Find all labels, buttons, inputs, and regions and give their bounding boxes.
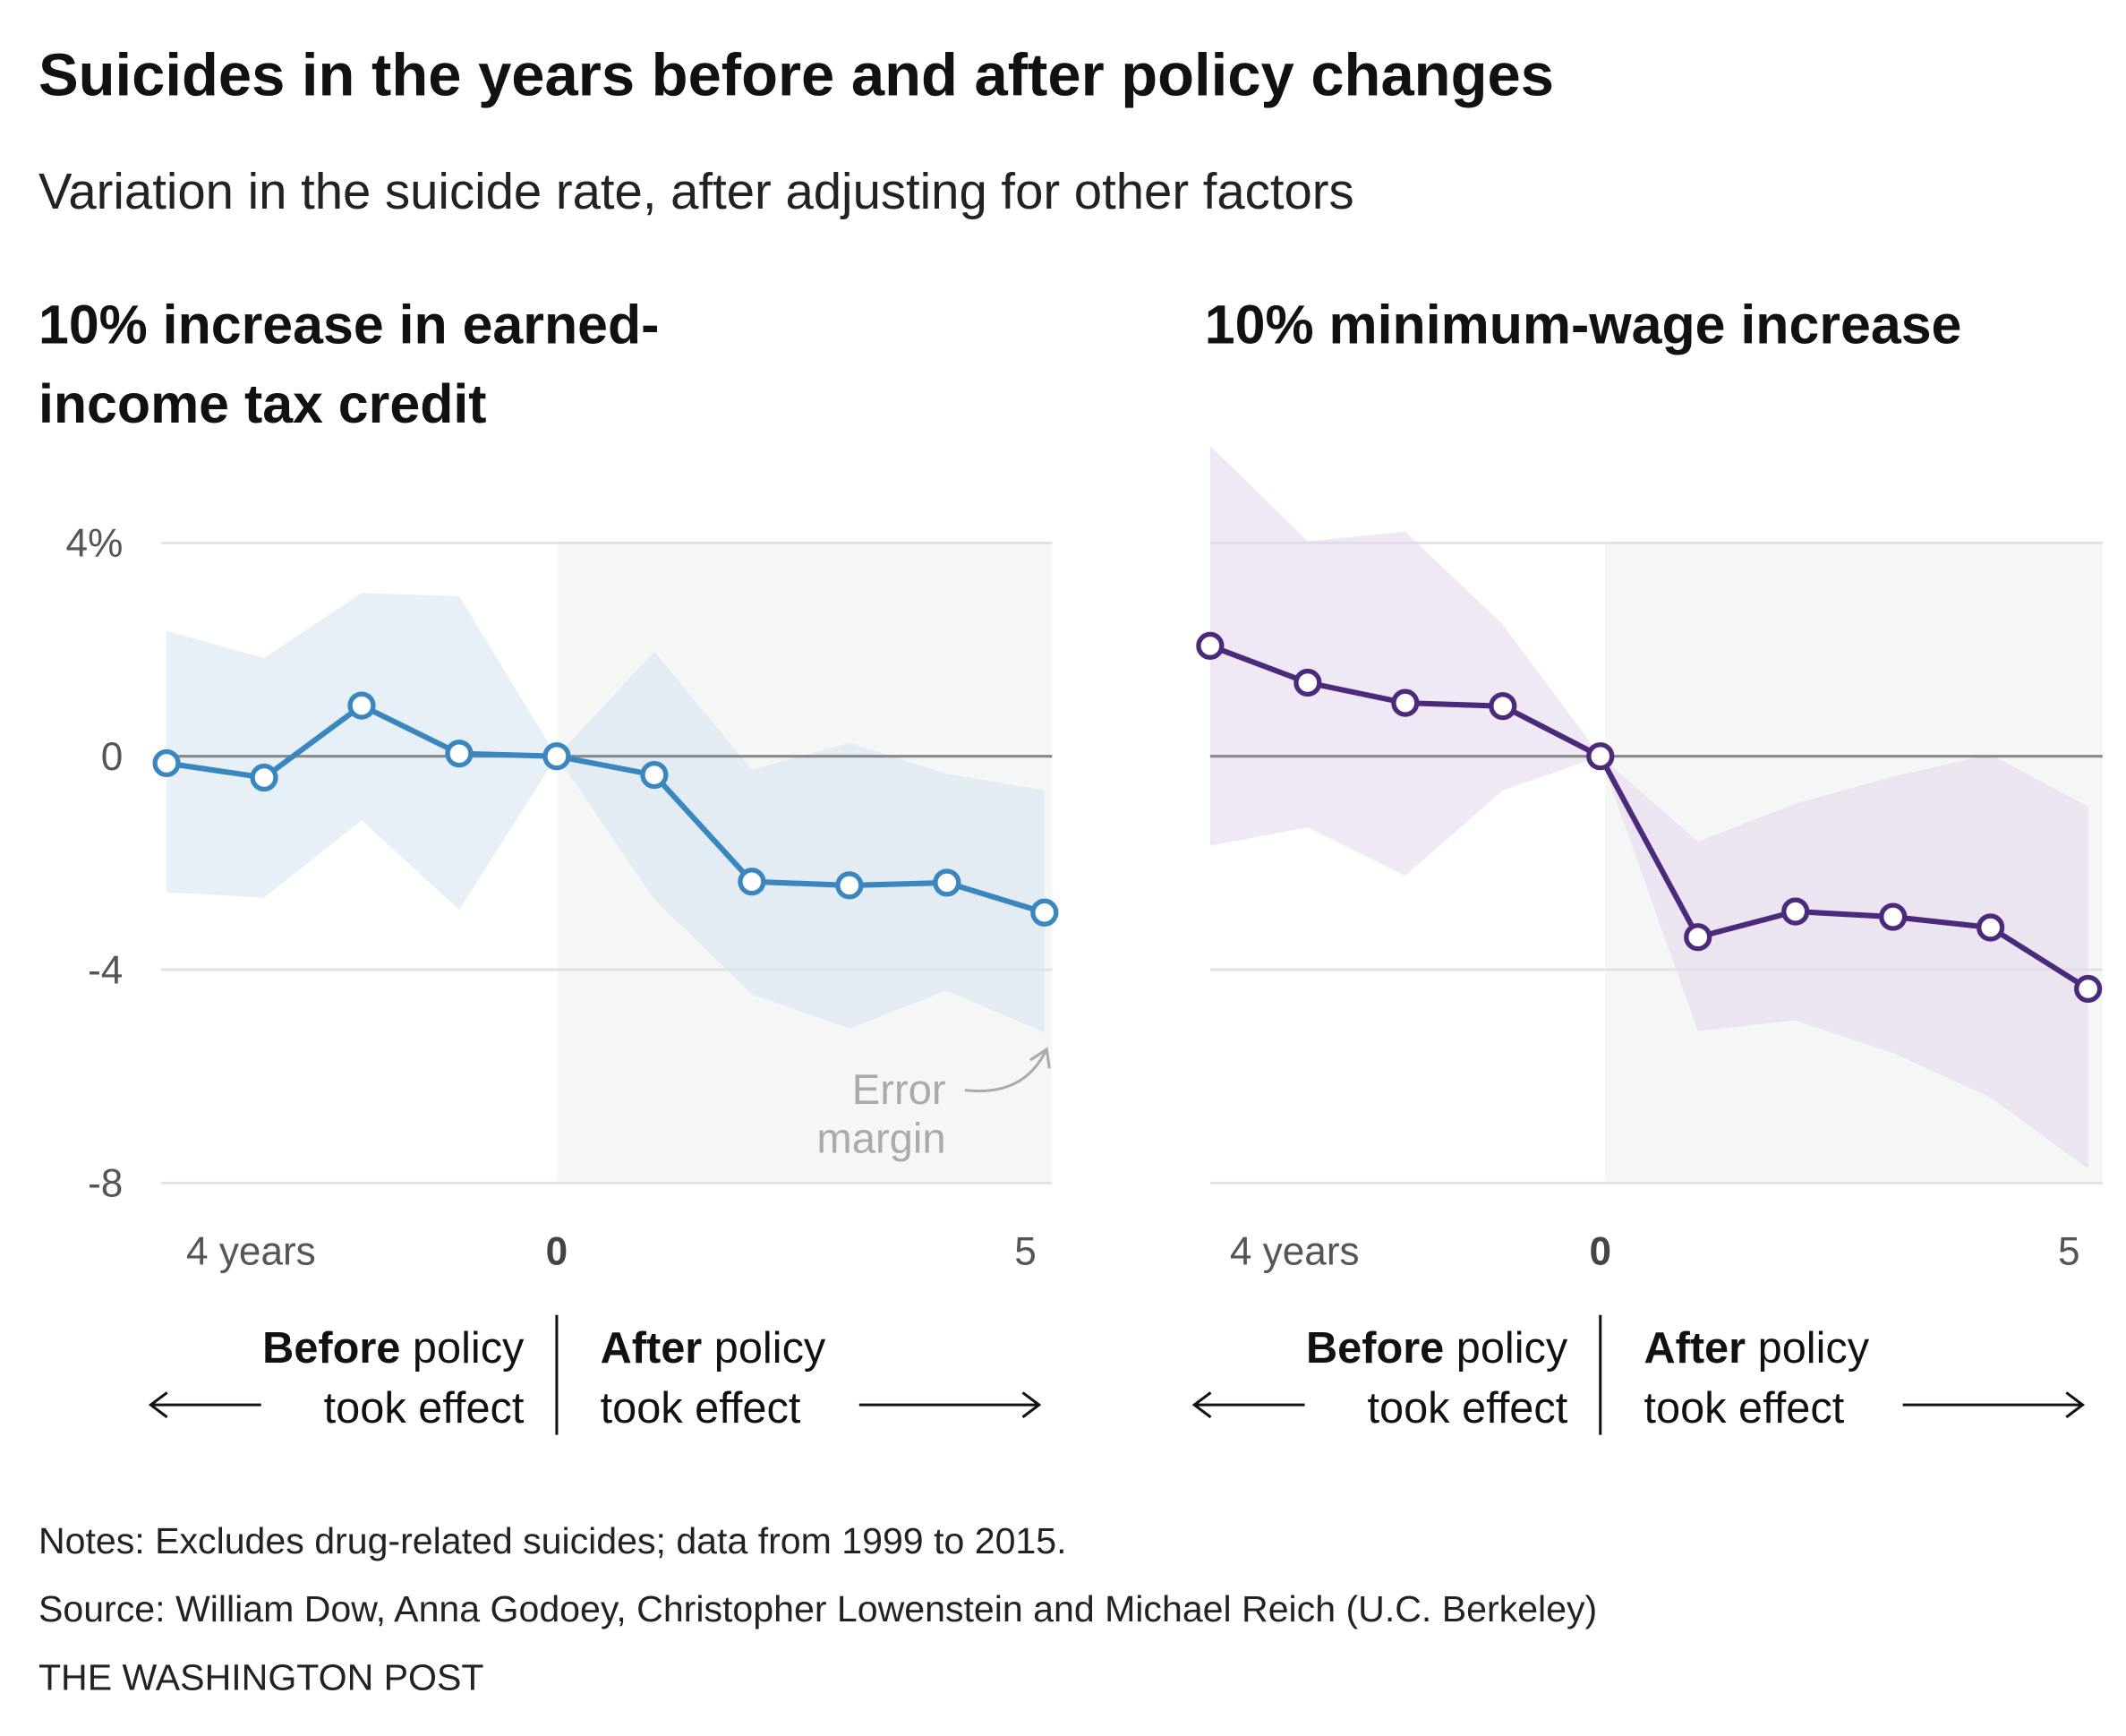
left-arrow-icon [1191,1391,1305,1419]
x-tick-label: 4 years [1230,1229,1360,1273]
data-point [542,742,571,771]
data-point [1196,631,1225,660]
x-tick-label: 5 [2058,1229,2080,1273]
error-margin-band [1209,445,2088,1169]
data-point [152,748,181,778]
y-tick-label: 0 [101,735,124,779]
before-label-line2: took effect [324,1384,525,1432]
annotation-margin: margin [816,1115,945,1162]
data-point [933,868,961,897]
after-label: After policy [601,1324,826,1373]
data-point [1684,923,1712,952]
y-tick-label: -4 [88,948,123,992]
data-point [1586,742,1615,771]
right-arrow-icon [1902,1391,2086,1419]
error-margin-band [166,593,1045,1033]
before-label: Before policy [1306,1324,1568,1373]
data-point [738,868,766,896]
y-tick-label: 4% [66,522,124,566]
x-tick-label: 0 [1589,1229,1611,1273]
panel-title: income tax credit [38,373,487,434]
series-line [1208,643,2090,992]
data-point [1391,688,1420,717]
data-point [1977,913,2005,942]
data-point [250,763,278,792]
annotation-error: Error [852,1065,946,1113]
panel-title: 10% increase in earned- [38,295,659,355]
x-tick-label: 4 years [186,1229,316,1273]
data-point [1781,897,1810,926]
chart-subtitle: Variation in the suicide rate, after adj… [38,163,1354,219]
before-label: Before policy [262,1324,525,1373]
chart-title: Suicides in the years before and after p… [38,42,1554,109]
panel-title: 10% minimum-wage increase [1205,295,1962,355]
x-tick-label: 5 [1014,1229,1037,1273]
data-point [640,760,669,790]
curved-arrow-icon [964,1047,1051,1093]
source: Source: William Dow, Anna Godoey, Christ… [38,1588,1597,1629]
data-point [1294,668,1322,697]
left-arrow-icon [148,1391,261,1419]
after-label: After policy [1644,1324,1869,1373]
y-tick-label: -8 [88,1162,123,1206]
panel-1: 10% increase in earned-income tax credit… [38,295,1059,1435]
notes: Notes: Excludes drug-related suicides; d… [38,1520,1067,1561]
data-point [347,691,376,720]
after-label-line2: took effect [1644,1384,1844,1432]
data-point [835,871,864,900]
data-point [445,740,474,768]
data-point [1489,692,1517,721]
data-point [1879,902,1908,931]
series-line [166,702,1046,916]
data-point [1030,898,1059,927]
x-tick-label: 0 [546,1229,568,1273]
credit: THE WASHINGTON POST [38,1656,484,1698]
data-point [2074,974,2103,1004]
right-arrow-icon [858,1391,1042,1419]
panel-2: 10% minimum-wage increase 4 years 0 5 Before… [1191,295,2103,1435]
after-label-line2: took effect [601,1384,801,1432]
before-label-line2: took effect [1367,1384,1567,1432]
